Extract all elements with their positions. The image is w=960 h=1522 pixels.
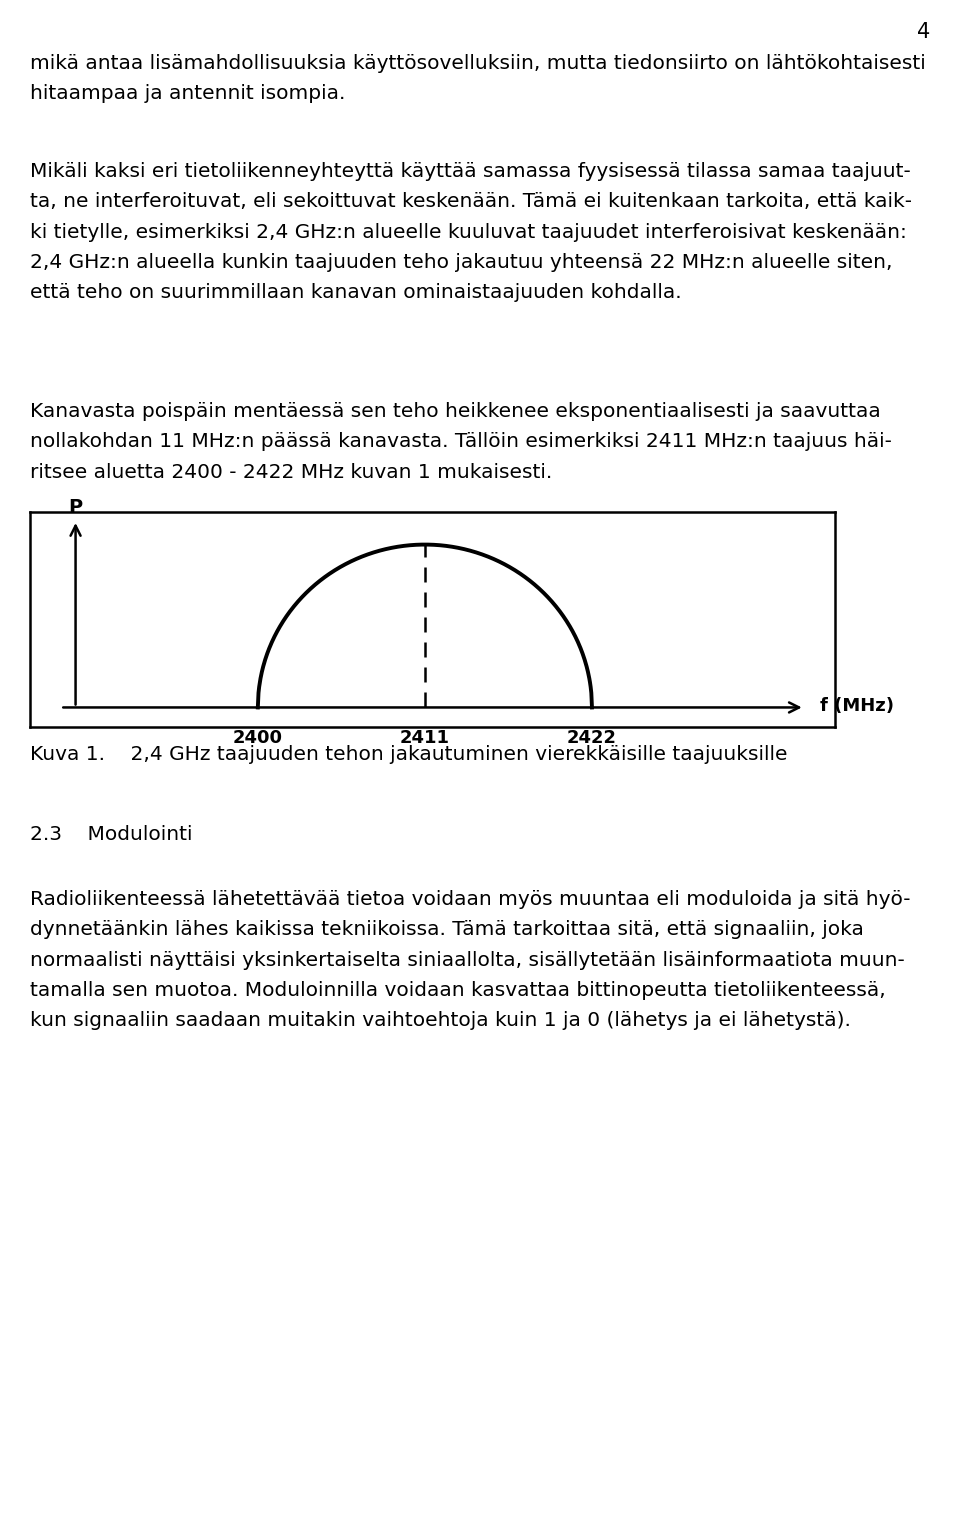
Text: 2.3    Modulointi: 2.3 Modulointi — [30, 825, 193, 845]
Text: mikä antaa lisämahdollisuuksia käyttösovelluksiin, mutta tiedonsiirto on lähtöko: mikä antaa lisämahdollisuuksia käyttösov… — [30, 53, 925, 103]
Text: P: P — [68, 498, 83, 517]
Text: f (MHz): f (MHz) — [820, 697, 894, 715]
Text: Kanavasta poispäin mentäessä sen teho heikkenee eksponentiaalisesti ja saavuttaa: Kanavasta poispäin mentäessä sen teho he… — [30, 402, 892, 481]
Text: Mikäli kaksi eri tietoliikenneyhteyttä käyttää samassa fyysisessä tilassa samaa : Mikäli kaksi eri tietoliikenneyhteyttä k… — [30, 161, 912, 301]
Text: Radioliikenteessä lähetettävää tietoa voidaan myös muuntaa eli moduloida ja sitä: Radioliikenteessä lähetettävää tietoa vo… — [30, 890, 910, 1030]
Text: 2400: 2400 — [233, 729, 283, 747]
Text: 2411: 2411 — [400, 729, 450, 747]
Text: Kuva 1.    2,4 GHz taajuuden tehon jakautuminen vierekkäisille taajuuksille: Kuva 1. 2,4 GHz taajuuden tehon jakautum… — [30, 744, 787, 764]
Text: 4: 4 — [917, 21, 930, 43]
Text: 2422: 2422 — [567, 729, 617, 747]
